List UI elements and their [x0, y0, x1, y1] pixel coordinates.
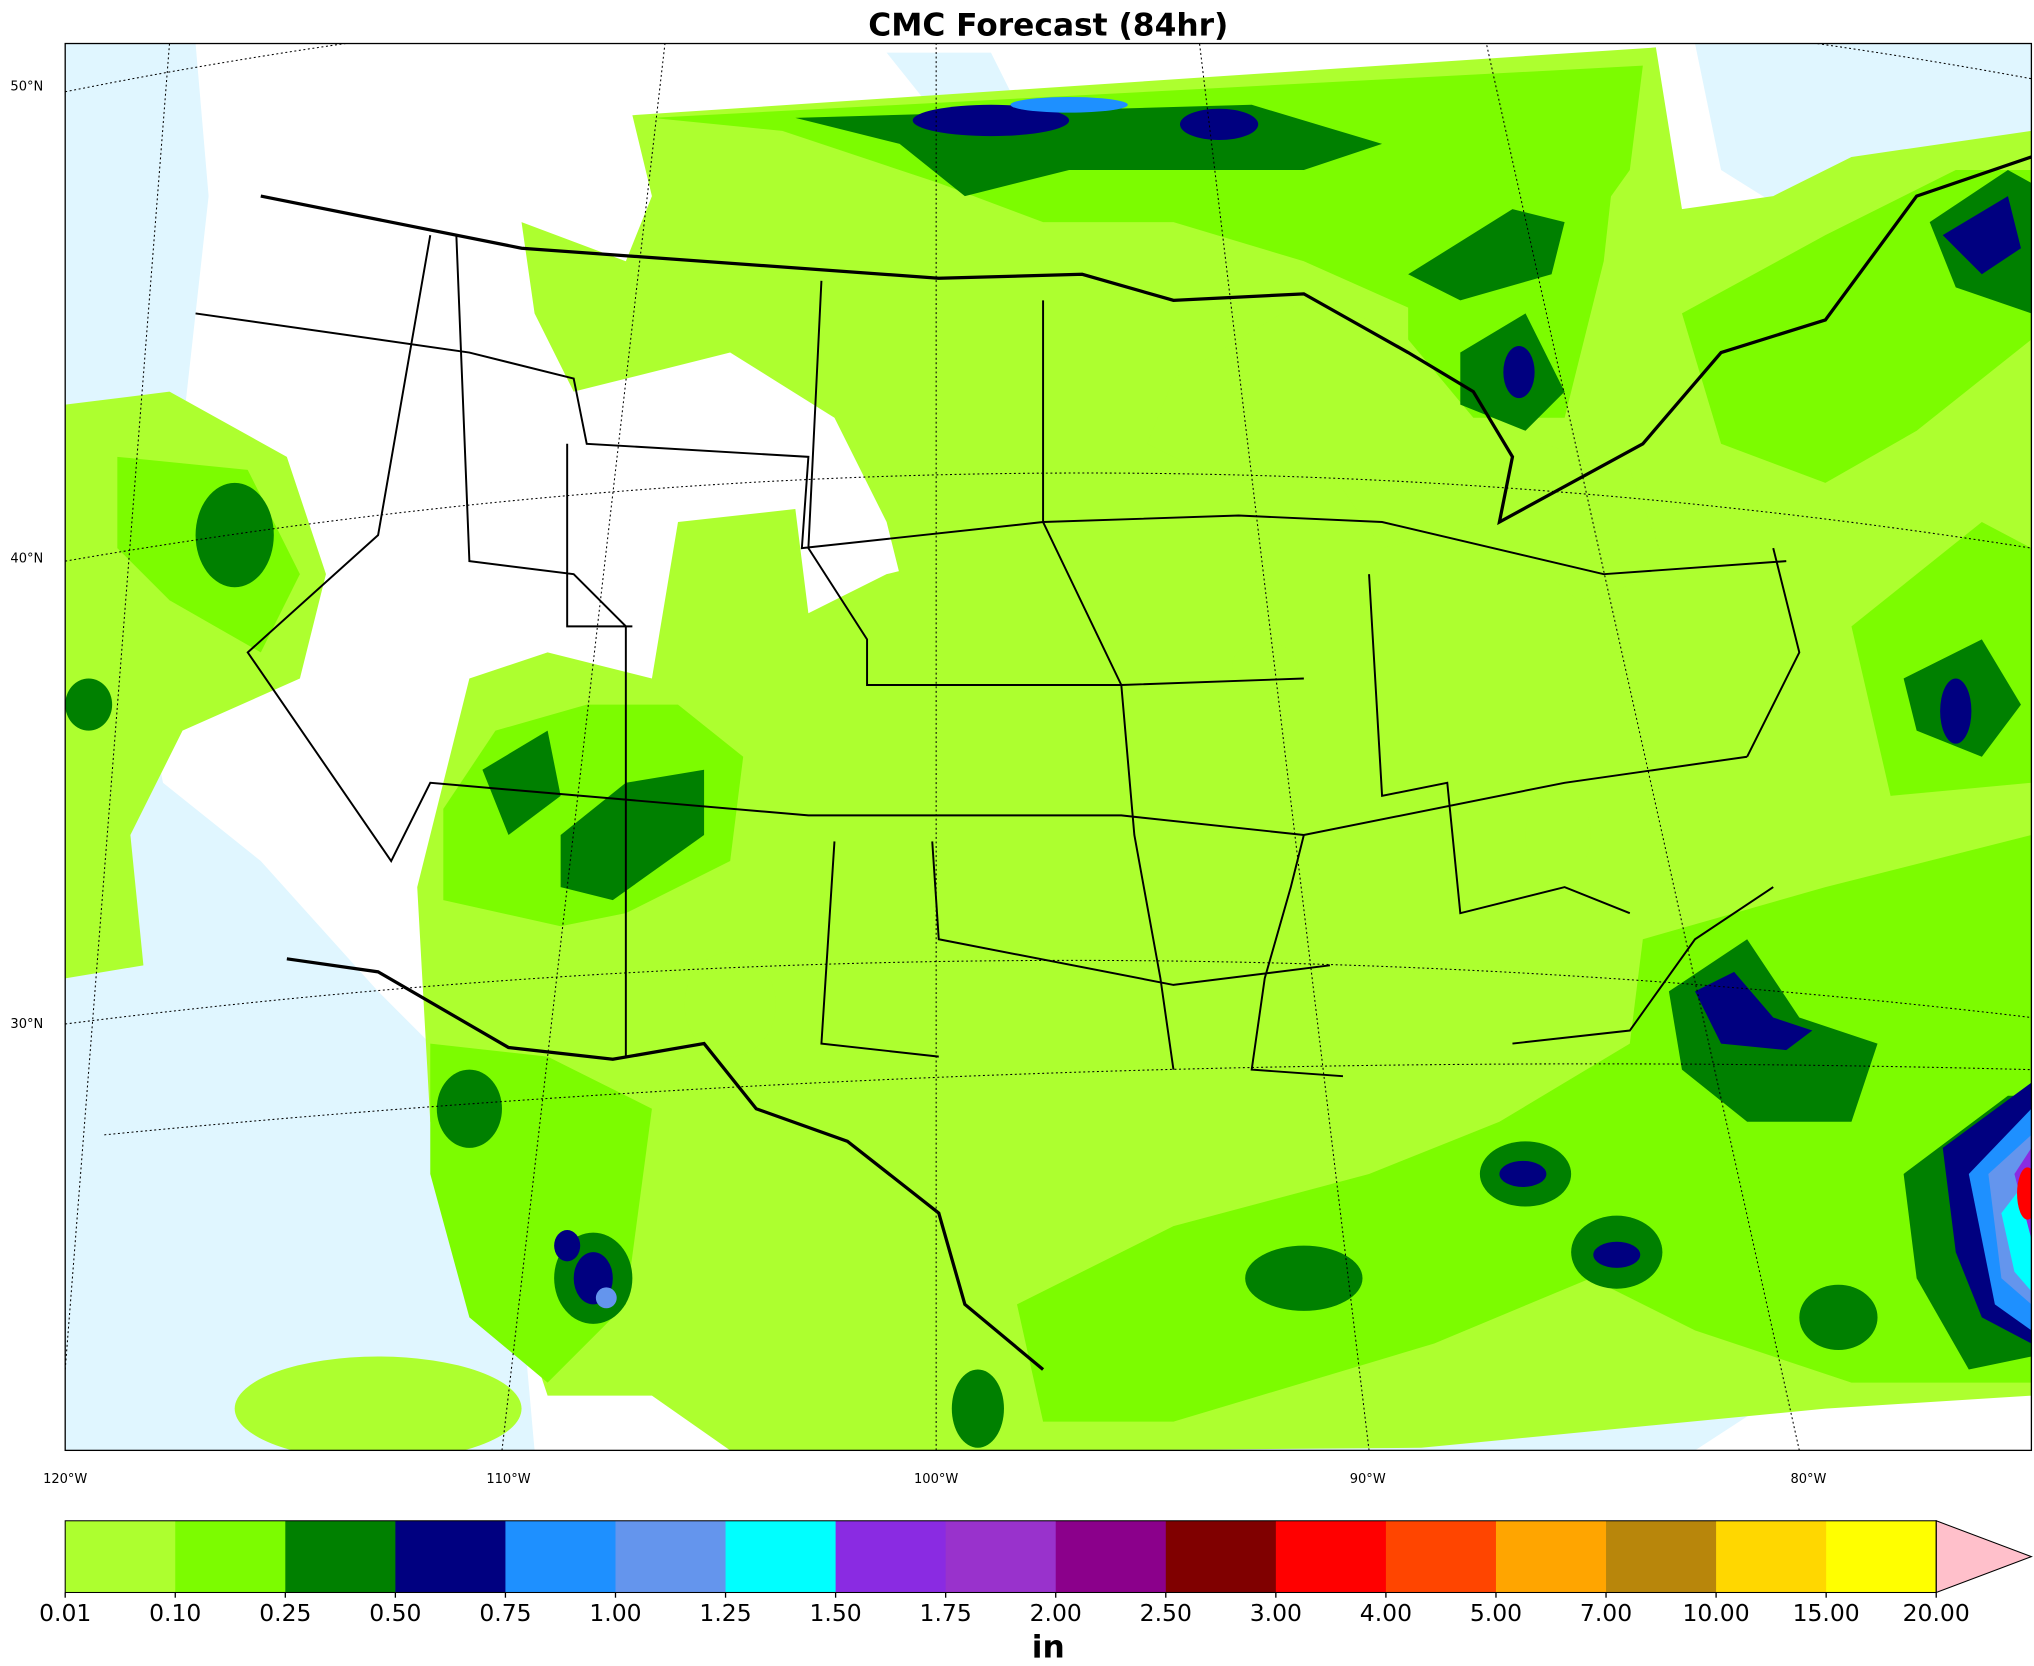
colorbar-box [945, 1520, 1057, 1593]
colorbar-label: 1.25 [699, 1599, 751, 1627]
colorbar-label: 0.75 [479, 1599, 531, 1627]
colorbar-label: 2.00 [1030, 1599, 1082, 1627]
colorbar-box [835, 1520, 947, 1593]
colorbar-extend [1935, 1520, 2033, 1594]
lat-label: 50°N [10, 79, 43, 94]
colorbar-box [1606, 1520, 1717, 1593]
colorbar-label: 1.50 [809, 1599, 861, 1627]
colorbar-box [1165, 1520, 1277, 1593]
colorbar-box [1826, 1520, 1937, 1593]
colorbar-unit: in [1032, 1630, 1065, 1666]
title: CMC Forecast (84hr) [868, 8, 1228, 44]
colorbar-label: 0.50 [369, 1599, 421, 1627]
colorbar-frame [64, 1520, 1937, 1594]
colorbar-label: 10.00 [1683, 1599, 1750, 1627]
map-frame [64, 42, 2033, 1452]
colorbar-label: 15.00 [1793, 1599, 1860, 1627]
colorbar-box [1716, 1520, 1827, 1593]
colorbar-label: 0.10 [149, 1599, 201, 1627]
colorbar-box [1275, 1520, 1387, 1593]
colorbar-box [285, 1520, 397, 1593]
colorbar-box [615, 1520, 727, 1593]
lat-label: 30°N [10, 1017, 43, 1032]
lon-label: 100°W [914, 1472, 958, 1487]
colorbar-box [1055, 1520, 1167, 1593]
lon-label: 80°W [1790, 1472, 1826, 1487]
colorbar-box [65, 1520, 176, 1593]
colorbar: 0.01 0.10 0.25 0.50 0.75 1.00 1.25 1.50 1.75 2.00… [39, 1520, 2033, 1627]
colorbar-label: 1.00 [589, 1599, 641, 1627]
colorbar-label: 0.25 [259, 1599, 311, 1627]
colorbar-label: 1.75 [920, 1599, 972, 1627]
colorbar-box [505, 1520, 617, 1593]
precip-area [65, 47, 2032, 1451]
lon-label: 90°W [1350, 1472, 1386, 1487]
colorbar-label: 2.50 [1140, 1599, 1192, 1627]
colorbar-label: 5.00 [1470, 1599, 1522, 1627]
colorbar-box [395, 1520, 507, 1593]
colorbar-label: 20.00 [1903, 1599, 1970, 1627]
colorbar-label: 7.00 [1580, 1599, 1632, 1627]
colorbar-box [725, 1520, 837, 1593]
colorbar-box [1385, 1520, 1497, 1593]
colorbar-box [175, 1520, 286, 1593]
lon-label: 120°W [43, 1472, 87, 1487]
colorbar-label: 0.01 [39, 1599, 91, 1627]
lon-label: 110°W [486, 1472, 530, 1487]
colorbar-label: 4.00 [1360, 1599, 1412, 1627]
map [65, 43, 2032, 1451]
colorbar-label: 3.00 [1250, 1599, 1302, 1627]
lat-label: 40°N [10, 551, 43, 566]
colorbar-box [1495, 1520, 1607, 1593]
